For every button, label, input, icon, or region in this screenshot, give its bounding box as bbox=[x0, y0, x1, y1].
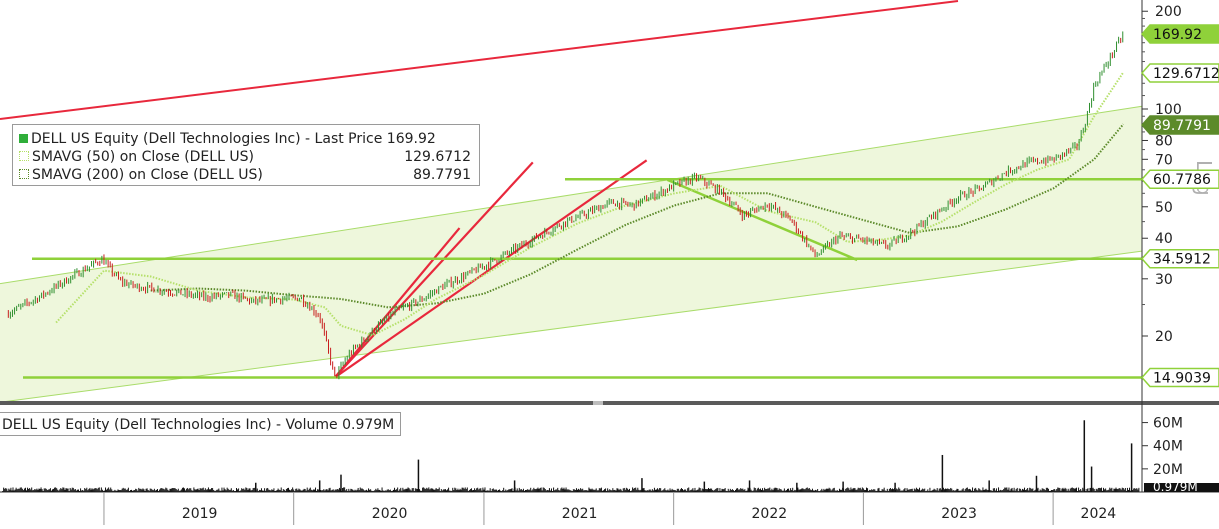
volume-tick-label: 40M bbox=[1153, 439, 1183, 455]
y-tick-label: 20 bbox=[1155, 329, 1173, 345]
x-tick-label: 2020 bbox=[372, 506, 408, 522]
volume-last-tag-label: 0.979M bbox=[1153, 480, 1198, 494]
legend-row-sma50: SMAVG (50) on Close (DELL US) bbox=[19, 148, 254, 166]
panel-divider bbox=[0, 401, 1219, 405]
volume-tick-label: 20M bbox=[1153, 462, 1183, 478]
price-tag bbox=[1140, 367, 1219, 388]
legend-value-sma200: 89.7791 bbox=[413, 167, 471, 183]
legend-label-sma200: SMAVG (200) on Close (DELL US) bbox=[32, 167, 263, 183]
red-trendline-top bbox=[0, 0, 959, 120]
volume-tick-label: 60M bbox=[1153, 416, 1183, 432]
sma200-line bbox=[150, 123, 1125, 309]
volume-last-tag bbox=[1144, 483, 1219, 492]
legend-label-price: DELL US Equity (Dell Technologies Inc) -… bbox=[31, 131, 383, 147]
legend-value-sma50: 129.6712 bbox=[404, 149, 471, 165]
trend-channel-upper bbox=[0, 105, 1143, 285]
y-tick-label: 30 bbox=[1155, 272, 1173, 288]
legend-swatch-sma50 bbox=[19, 151, 29, 161]
legend-row-price: DELL US Equity (Dell Technologies Inc) -… bbox=[19, 130, 436, 148]
x-tick-label: 2019 bbox=[182, 506, 218, 522]
price-tag bbox=[1140, 115, 1219, 135]
price-tag-label: 129.6712 bbox=[1153, 66, 1219, 82]
price-tag-label: 89.7791 bbox=[1153, 118, 1211, 134]
x-tick-label: 2022 bbox=[752, 506, 788, 522]
price-tag-label: 169.92 bbox=[1153, 27, 1202, 43]
volume-bars bbox=[2, 420, 1140, 492]
price-tag bbox=[1140, 248, 1219, 269]
legend-swatch-price bbox=[19, 134, 28, 143]
red-fan-line-1 bbox=[333, 227, 461, 379]
legend-swatch-sma200 bbox=[19, 169, 29, 179]
y-tick-label: 80 bbox=[1155, 133, 1173, 149]
price-tag bbox=[1140, 63, 1219, 83]
volume-legend-label: DELL US Equity (Dell Technologies Inc) -… bbox=[2, 417, 338, 433]
y-tick-label: 100 bbox=[1155, 102, 1182, 118]
volume-legend-value: 0.979M bbox=[342, 417, 395, 433]
x-tick-label: 2023 bbox=[941, 506, 977, 522]
price-tag-label: 34.5912 bbox=[1153, 252, 1211, 268]
legend-row-sma200: SMAVG (200) on Close (DELL US) bbox=[19, 166, 263, 184]
legend-label-sma50: SMAVG (50) on Close (DELL US) bbox=[32, 149, 254, 165]
y-tick-label: 40 bbox=[1155, 231, 1173, 247]
x-axis-band bbox=[0, 493, 1219, 525]
panel-resize-handle bbox=[593, 401, 603, 405]
price-candles bbox=[7, 31, 1124, 380]
volume-legend[interactable]: DELL US Equity (Dell Technologies Inc) -… bbox=[0, 412, 402, 436]
price-tag bbox=[1140, 24, 1219, 44]
x-tick-label: 2024 bbox=[1081, 506, 1117, 522]
price-tag-label: 60.7786 bbox=[1153, 172, 1211, 188]
price-tag bbox=[1140, 169, 1219, 189]
x-tick-label: 2021 bbox=[562, 506, 598, 522]
legend-value-price: 169.92 bbox=[386, 131, 436, 147]
price-tag-label: 14.9039 bbox=[1153, 370, 1211, 386]
y-tick-label: 50 bbox=[1155, 200, 1173, 216]
sma50-line bbox=[55, 71, 1125, 337]
y-tick-label: 200 bbox=[1155, 4, 1182, 20]
price-legend[interactable]: DELL US Equity (Dell Technologies Inc) -… bbox=[12, 124, 480, 186]
y-tick-label: 70 bbox=[1155, 152, 1173, 168]
